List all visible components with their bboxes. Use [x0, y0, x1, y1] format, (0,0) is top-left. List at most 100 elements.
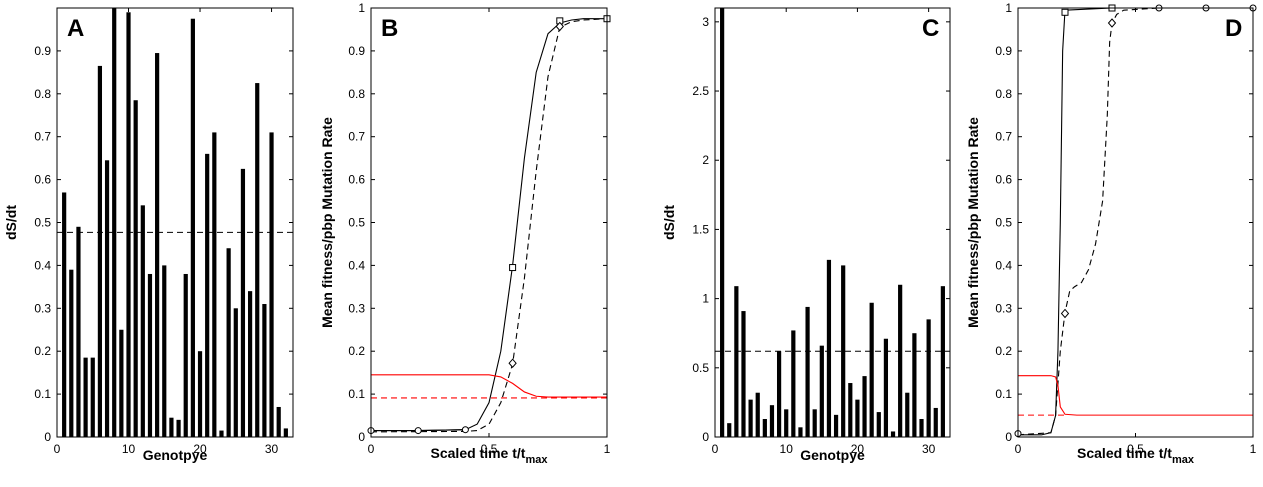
y-tick-label: 0.3	[995, 301, 1012, 315]
bar	[76, 226, 81, 437]
series-line-2	[371, 18, 607, 433]
x-tick-label: 20	[193, 442, 207, 456]
bar	[848, 383, 853, 437]
x-axis-title-sub: max	[525, 454, 548, 466]
bar	[62, 192, 67, 437]
bar	[269, 132, 274, 437]
x-tick-label: 10	[122, 442, 136, 456]
x-tick-label: 20	[851, 442, 865, 456]
y-tick-label: 0.6	[995, 173, 1012, 187]
bar	[841, 265, 846, 437]
x-tick-label: 1	[1250, 442, 1257, 456]
bar	[169, 417, 174, 437]
panel-letter: A	[67, 15, 84, 42]
y-tick-label: 2	[702, 153, 709, 167]
y-tick-label: 0	[1005, 430, 1012, 444]
plot-area	[371, 18, 607, 433]
x-tick-label: 0	[712, 442, 719, 456]
marker-diamond	[555, 21, 564, 32]
bar	[819, 345, 824, 437]
bar	[147, 273, 153, 437]
panel-a: 0 10 20 30 0 0.1 0.2 0.3 0.4 0.5 0.6 0.7 0.8 0.9 Genot…	[3, 7, 294, 463]
y-tick-label: 0	[44, 430, 51, 444]
y-tick-label: 0.8	[34, 87, 51, 101]
x-tick-label: 10	[780, 442, 794, 456]
bar	[776, 351, 782, 437]
bar	[755, 392, 760, 437]
x-axis-title: Scaled time t/tmax	[431, 445, 549, 466]
x-axis-title: Scaled time t/tmax	[1077, 445, 1195, 466]
plot-area	[57, 8, 293, 437]
bar	[769, 405, 775, 437]
y-axis-title: dS/dt	[3, 205, 19, 240]
axes-frame	[1017, 7, 1254, 438]
bar	[784, 409, 789, 437]
bar	[97, 65, 103, 437]
y-tick-label: 0.8	[348, 87, 365, 101]
bar	[812, 409, 817, 437]
bar	[104, 160, 110, 437]
bar	[262, 304, 267, 437]
y-tick-label: 0.2	[348, 344, 365, 358]
bar	[212, 132, 217, 437]
x-axis-title-main: Genotpye	[800, 447, 865, 463]
x-tick-label: 0	[54, 442, 61, 456]
y-tick-label: 0.1	[348, 387, 365, 401]
bar	[119, 329, 124, 437]
bar	[876, 412, 881, 437]
bar	[833, 414, 839, 437]
y-tick-label: 1	[358, 1, 365, 15]
x-tick-label: 0.5	[1127, 442, 1144, 456]
y-tick-label: 0.5	[692, 361, 709, 375]
x-tick-label: 1	[604, 442, 611, 456]
x-tick-label: 0.5	[481, 442, 498, 456]
x-axis-title: Genotpye	[800, 447, 865, 463]
y-tick-label: 0.2	[34, 344, 51, 358]
bar	[162, 265, 167, 437]
bar	[112, 8, 117, 437]
series-line-0	[1018, 8, 1253, 436]
y-tick-label: 0.8	[995, 87, 1012, 101]
y-tick-label: 0.4	[348, 258, 365, 272]
y-tick-label: 0.9	[34, 44, 51, 58]
bar	[912, 333, 917, 437]
bar	[247, 291, 253, 437]
bar	[855, 399, 860, 437]
x-axis-title-main: Scaled time t/t	[431, 445, 526, 461]
panel-b: 0 0.5 1 0 0.1 0.2 0.3 0.4 0.5 0.6 0.7 0.8 0.9 1 Scaled…	[319, 1, 611, 466]
panel-d: 0 0.5 1 0 0.1 0.2 0.3 0.4 0.5 0.6 0.7 0.8 0.9 1 Scaled…	[965, 1, 1257, 466]
bar	[890, 431, 896, 437]
marker-circle	[414, 427, 422, 435]
bar	[140, 205, 145, 437]
bar	[869, 302, 874, 437]
bar	[190, 18, 195, 437]
y-tick-label: 2.5	[692, 84, 709, 98]
y-tick-label: 0	[702, 430, 709, 444]
bar	[791, 330, 796, 437]
y-tick-label: 0.4	[34, 258, 51, 272]
marker-square	[1061, 8, 1069, 16]
marker-diamond	[1107, 18, 1117, 28]
series-line-3	[1018, 375, 1253, 416]
bar	[240, 168, 246, 437]
bar	[919, 419, 924, 437]
bar	[741, 311, 746, 437]
bar	[233, 308, 238, 437]
y-tick-label: 1.5	[692, 222, 709, 236]
bar	[133, 100, 138, 437]
bar	[933, 407, 938, 437]
y-tick-label: 1	[1005, 1, 1012, 15]
bar	[155, 53, 160, 437]
axes-frame	[370, 7, 608, 438]
bar	[126, 12, 131, 437]
bar	[226, 248, 231, 437]
y-tick-label: 0.7	[348, 130, 365, 144]
panel-letter: B	[381, 15, 398, 42]
x-axis-title-sub: max	[1172, 454, 1195, 466]
bar	[826, 259, 832, 437]
y-tick-label: 0.7	[34, 130, 51, 144]
axes-frame	[714, 7, 951, 438]
y-axis-title: Mean fitness/pbp Mutation Rate	[965, 117, 981, 328]
x-tick-label: 30	[265, 442, 279, 456]
